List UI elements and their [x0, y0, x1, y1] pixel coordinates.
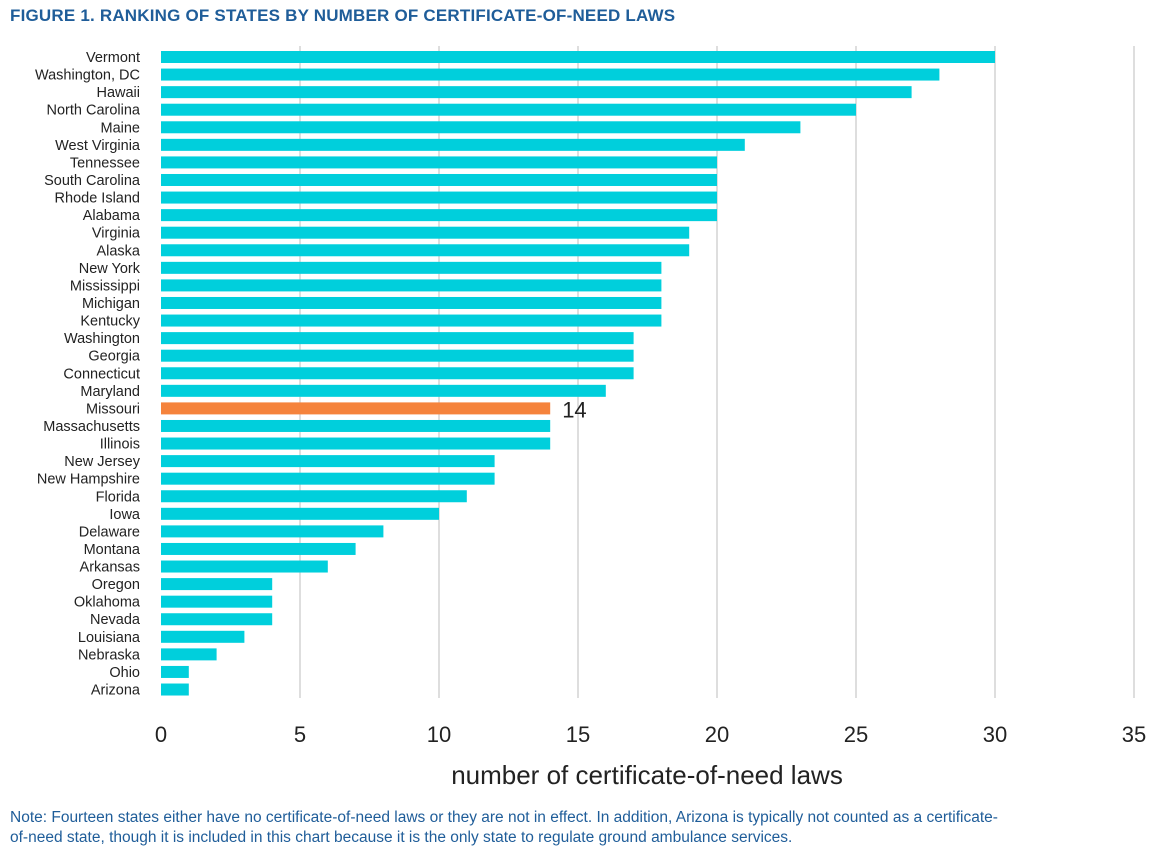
bar [161, 261, 662, 274]
bar [161, 349, 634, 362]
category-label: New York [79, 261, 141, 277]
category-label: Illinois [100, 437, 140, 453]
x-tick-label: 20 [705, 722, 729, 747]
category-label: Rhode Island [55, 191, 140, 207]
category-label: Nevada [90, 612, 141, 628]
category-label: Massachusetts [43, 419, 140, 435]
x-tick-label: 30 [983, 722, 1007, 747]
x-tick-label: 35 [1122, 722, 1146, 747]
bar [161, 173, 717, 186]
bar [161, 560, 328, 573]
bar [161, 384, 606, 397]
x-tick-label: 10 [427, 722, 451, 747]
category-label: Connecticut [63, 366, 140, 382]
bar [161, 525, 384, 538]
bar [161, 191, 717, 204]
figure-title: FIGURE 1. RANKING OF STATES BY NUMBER OF… [10, 6, 676, 25]
bar-highlighted [161, 402, 551, 415]
category-label: Hawaii [96, 85, 140, 101]
category-label: South Carolina [44, 173, 141, 189]
category-label: Ohio [109, 665, 140, 681]
bar [161, 507, 439, 520]
data-labels: 14 [562, 397, 586, 422]
category-label: Washington, DC [35, 68, 140, 84]
bar [161, 244, 690, 257]
bar [161, 367, 634, 380]
category-label: Oregon [92, 577, 140, 593]
category-label: Maryland [80, 384, 140, 400]
bar [161, 332, 634, 345]
category-label: New Jersey [64, 454, 140, 470]
bar [161, 665, 189, 678]
bar [161, 86, 912, 99]
bars [161, 51, 995, 696]
bar [161, 103, 856, 116]
bar [161, 156, 717, 169]
category-label: Oklahoma [74, 595, 141, 611]
category-label: Alaska [96, 243, 140, 259]
category-label: Vermont [86, 50, 140, 66]
bar [161, 138, 745, 151]
bar [161, 578, 273, 591]
bar [161, 648, 217, 661]
bar [161, 226, 690, 239]
category-label: West Virginia [55, 138, 141, 154]
bar [161, 490, 467, 503]
category-label: Montana [84, 542, 141, 558]
bar [161, 419, 551, 432]
category-label: Mississippi [70, 278, 140, 294]
bar [161, 279, 662, 292]
category-label: North Carolina [47, 103, 141, 119]
bar [161, 437, 551, 450]
bar [161, 209, 717, 222]
category-label: Virginia [92, 226, 141, 242]
chart-note: Note: Fourteen states either have no cer… [10, 809, 998, 846]
category-label: Nebraska [78, 647, 141, 663]
bar [161, 68, 940, 81]
bar [161, 472, 495, 485]
bar [161, 51, 995, 63]
category-label: Michigan [82, 296, 140, 312]
category-label: Louisiana [78, 630, 141, 646]
category-label: Arkansas [80, 560, 140, 576]
bar [161, 296, 662, 309]
x-tick-label: 15 [566, 722, 590, 747]
category-label: Arizona [91, 683, 141, 699]
category-label: Florida [96, 489, 141, 505]
category-label: Georgia [88, 349, 141, 365]
category-label: Maine [101, 120, 141, 136]
x-tick-label: 5 [294, 722, 306, 747]
category-label: New Hampshire [37, 472, 140, 488]
category-label: Iowa [109, 507, 141, 523]
data-label: 14 [562, 397, 586, 422]
category-label: Missouri [86, 401, 140, 417]
bar [161, 121, 801, 134]
category-label: Delaware [79, 524, 140, 540]
bar [161, 314, 662, 327]
bar [161, 630, 245, 643]
bar [161, 455, 495, 468]
x-tick-label: 0 [155, 722, 167, 747]
category-label: Alabama [83, 208, 141, 224]
category-label: Tennessee [70, 155, 140, 171]
bar [161, 542, 356, 555]
bar [161, 595, 273, 608]
x-axis-title: number of certificate-of-need laws [451, 760, 843, 790]
x-tick-label: 25 [844, 722, 868, 747]
category-label: Washington [64, 331, 140, 347]
bar [161, 613, 273, 626]
bar [161, 683, 189, 696]
x-tick-labels: 0 5 10 15 20 25 30 35 [155, 722, 1146, 747]
category-label: Kentucky [80, 314, 140, 330]
